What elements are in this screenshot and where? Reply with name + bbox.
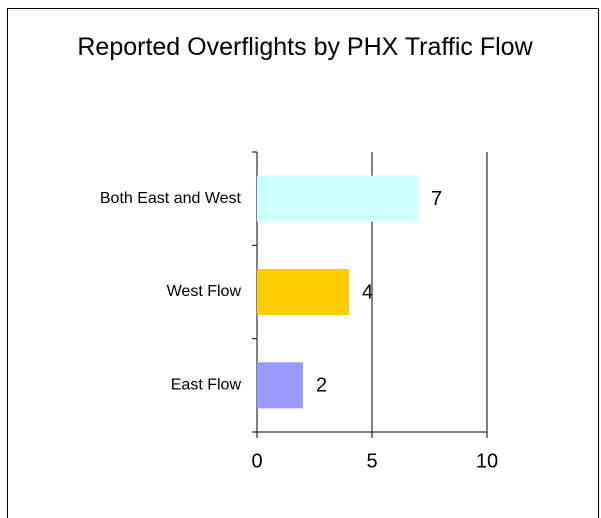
bar: [257, 362, 303, 409]
frame: [7, 8, 599, 518]
x-tick-label: 10: [476, 450, 498, 472]
chart-title: Reported Overflights by PHX Traffic Flow: [77, 33, 533, 61]
bar: [257, 269, 349, 315]
bar: [257, 175, 418, 222]
y-tick-label: West Flow: [167, 283, 242, 300]
y-tick-label: Both East and West: [100, 190, 242, 207]
x-tick-label: 5: [366, 450, 377, 472]
value-label: 2: [316, 375, 327, 397]
x-tick-label: 0: [251, 450, 262, 472]
value-label: 4: [362, 281, 373, 303]
value-label: 7: [431, 188, 442, 210]
y-tick-label: East Flow: [171, 377, 242, 394]
